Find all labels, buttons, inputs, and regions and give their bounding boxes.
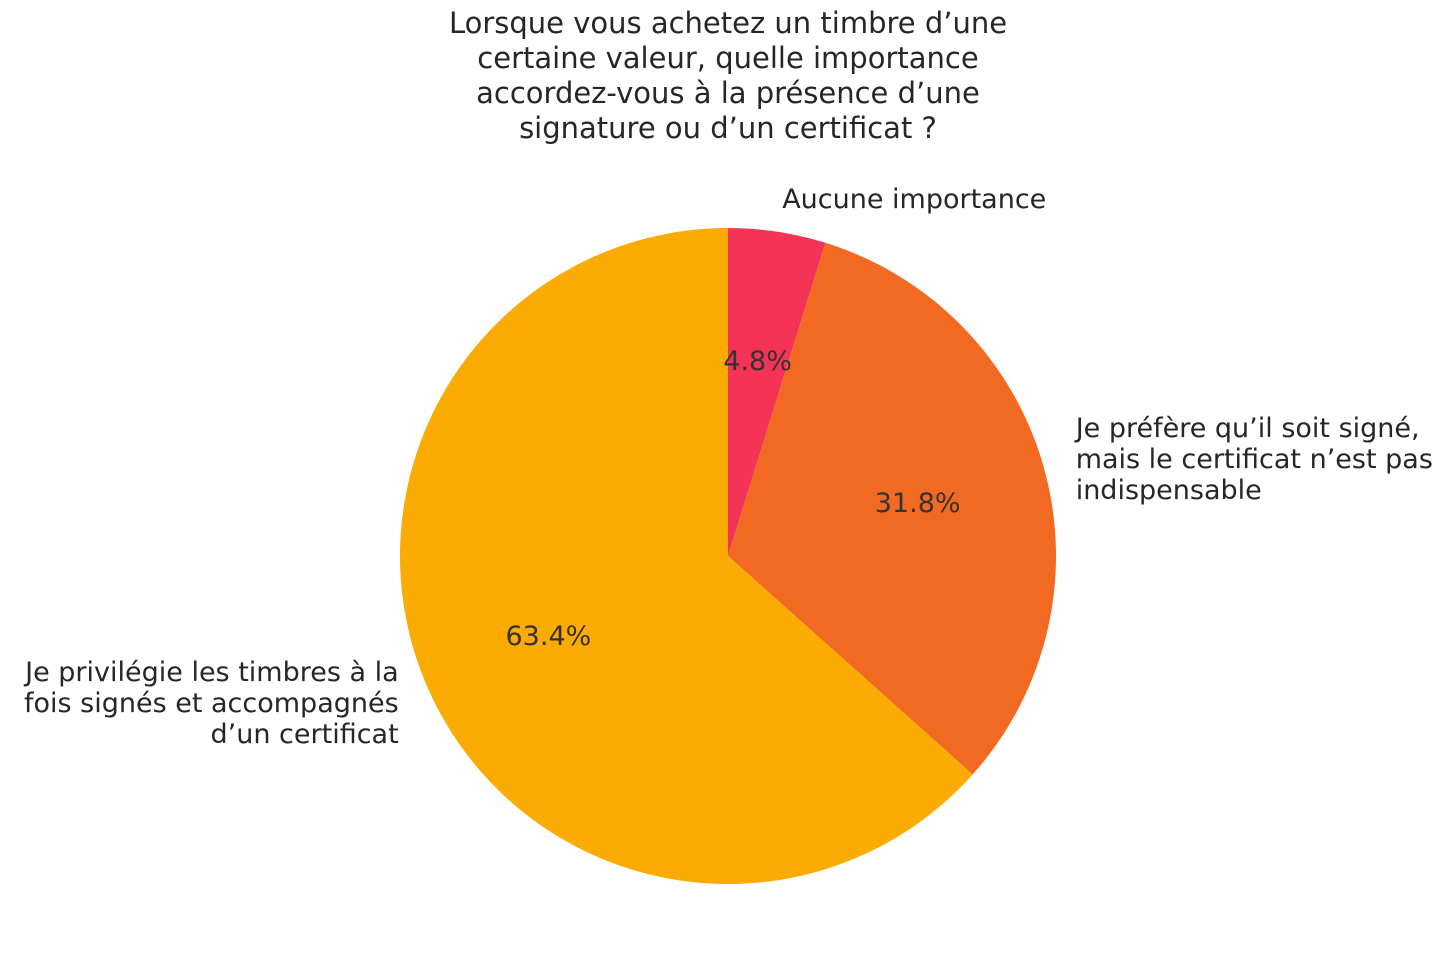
pie-slice — [728, 242, 1057, 775]
percentage-labels: 4.8% 31.8% 63.4% — [506, 346, 961, 652]
slice-percentage-label: 4.8% — [723, 346, 792, 377]
slice-category-label-line: d’un certificat — [211, 719, 399, 750]
slice-category-label-line: fois signés et accompagnés — [24, 688, 399, 719]
pie-slice — [399, 228, 973, 885]
slice-category-label-line: Je privilégie les timbres à la — [23, 657, 399, 688]
chart-title-line: signature ou d’un certificat ? — [519, 111, 937, 145]
chart-title-line: accordez-vous à la présence d’une — [476, 76, 980, 110]
slice-percentage-label: 31.8% — [875, 488, 961, 519]
slice-category-label: Je préfère qu’il soit signé, mais le cert… — [1074, 413, 1433, 506]
chart-title: Lorsque vous achetez un timbre d’une cer… — [449, 6, 1007, 145]
slice-percentage-label: 63.4% — [506, 621, 592, 652]
pie-slices — [399, 228, 1057, 885]
slice-category-label: Je privilégie les timbres à la fois signé… — [23, 657, 399, 750]
slice-category-label-line: indispensable — [1076, 475, 1262, 506]
slice-labels: Aucune importance Je préfère qu’il soit s… — [23, 184, 1433, 750]
slice-category-label-line: mais le certificat n’est pas — [1076, 444, 1433, 475]
slice-category-label-line: Aucune importance — [782, 184, 1046, 215]
slice-category-label: Aucune importance — [782, 184, 1046, 215]
chart-title-line: certaine valeur, quelle importance — [477, 41, 978, 75]
pie-slice — [728, 228, 826, 556]
chart-title-line: Lorsque vous achetez un timbre d’une — [449, 6, 1007, 40]
slice-category-label-line: Je préfère qu’il soit signé, — [1074, 413, 1420, 444]
